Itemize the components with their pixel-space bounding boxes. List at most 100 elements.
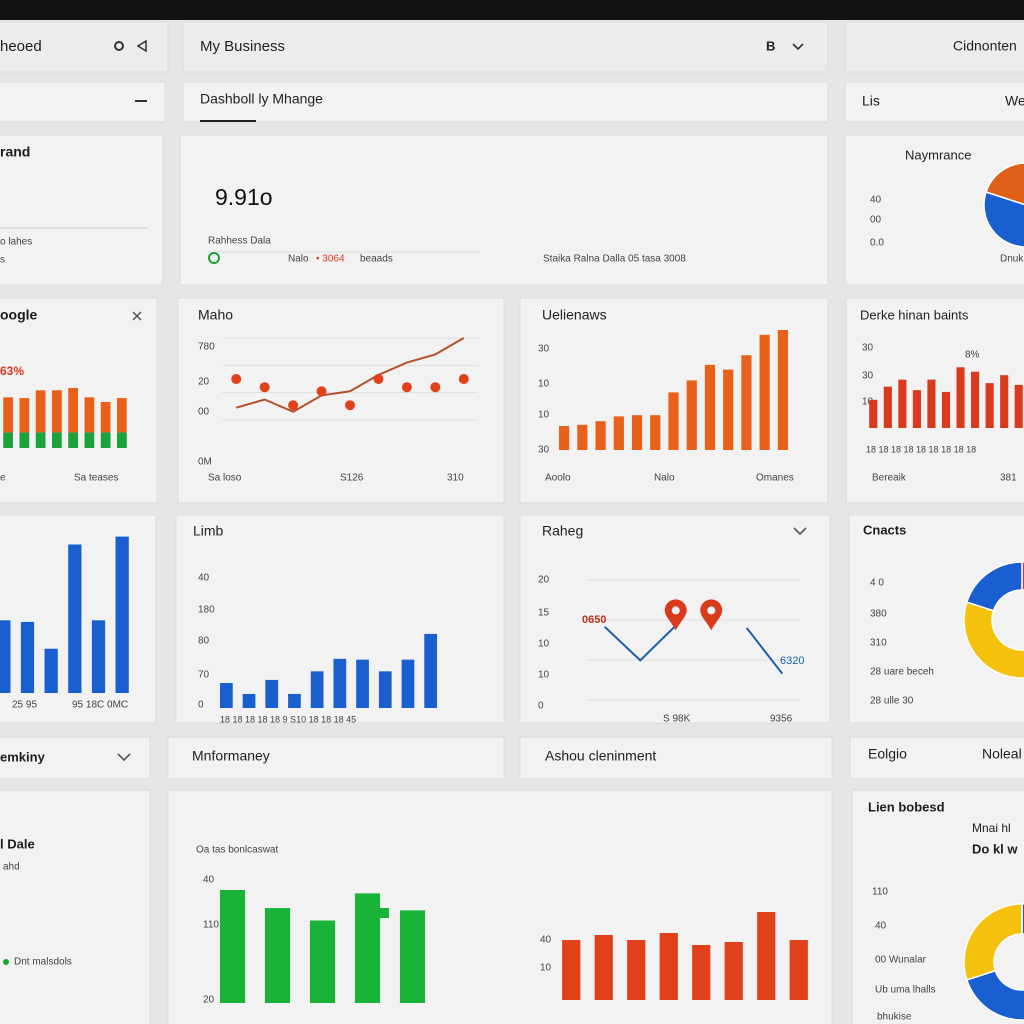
bar xyxy=(741,355,752,450)
bar xyxy=(1000,375,1009,428)
pie-chart xyxy=(983,162,1024,248)
y-label: 0 xyxy=(538,701,544,712)
card xyxy=(849,736,1024,780)
section-action[interactable]: Noleal xyxy=(982,746,1022,762)
bar xyxy=(777,330,788,450)
bar xyxy=(627,940,646,1000)
y-label: 780 xyxy=(198,342,215,353)
search-icon[interactable] xyxy=(114,41,124,51)
end-label: 6320 xyxy=(780,655,804,667)
x-label: Nalo xyxy=(654,473,675,484)
bar xyxy=(559,426,570,450)
dot xyxy=(458,374,469,384)
section-title: Mnformaney xyxy=(192,748,270,764)
menu-button[interactable]: B xyxy=(766,38,775,53)
summary-footer: Staika Ralna Dalla 05 tasa 3008 xyxy=(543,254,686,265)
y-label: 0M xyxy=(198,457,212,468)
y-label: 20 xyxy=(538,575,550,586)
bar xyxy=(723,369,734,450)
bar xyxy=(115,536,129,693)
summary-value: 9.91o xyxy=(215,184,273,210)
slice xyxy=(965,561,1023,612)
chevron[interactable] xyxy=(117,753,131,762)
x-label: Aoolo xyxy=(545,473,571,484)
card-text: 110 xyxy=(872,887,888,898)
bar xyxy=(577,424,588,450)
bar xyxy=(219,890,246,1003)
y-label: 10 xyxy=(862,397,874,408)
summary-highlight: • 3064 xyxy=(316,254,345,265)
tab-right-title: Lis xyxy=(862,93,880,109)
bar xyxy=(595,421,606,450)
card-text: 28 uare beceh xyxy=(870,667,934,678)
card-title: l Dale xyxy=(0,836,35,851)
card-title: Uelienaws xyxy=(542,307,607,323)
card xyxy=(844,81,1024,123)
dot xyxy=(316,386,327,397)
header-title: heoed xyxy=(0,38,42,55)
bar xyxy=(68,544,82,693)
y-label: 30 xyxy=(862,343,874,354)
card-text: 380 xyxy=(870,609,887,620)
summary-note: Nalo xyxy=(288,254,309,265)
collapse-icon[interactable] xyxy=(136,39,147,53)
bar-segment xyxy=(117,432,127,448)
bar xyxy=(613,416,624,450)
card-label: 40 xyxy=(870,195,882,206)
bar xyxy=(971,371,980,428)
y-label: 70 xyxy=(198,670,210,681)
card-heading: Mnai hl xyxy=(972,821,1011,835)
card-title: Limb xyxy=(193,523,224,539)
y-label: 0 xyxy=(198,700,204,711)
card-title: Naymrance xyxy=(905,147,971,162)
y-label: 30 xyxy=(538,344,550,355)
card-title: Oa tas bonlcaswat xyxy=(196,845,278,856)
y-label: 110 xyxy=(203,920,219,931)
slice xyxy=(965,903,1024,1021)
bar xyxy=(264,908,291,1003)
dot xyxy=(259,382,270,393)
bar xyxy=(288,693,301,708)
bar xyxy=(912,390,921,428)
y-label: 180 xyxy=(198,605,215,616)
business-title: My Business xyxy=(200,38,285,55)
y-label: 10 xyxy=(540,963,552,974)
chevron[interactable] xyxy=(792,43,804,51)
chevron[interactable] xyxy=(793,527,807,536)
y-label: 80 xyxy=(198,636,210,647)
bar xyxy=(44,648,58,693)
y-label: 00 xyxy=(198,407,210,418)
x-label: S126 xyxy=(340,473,364,484)
bar-segment xyxy=(52,432,62,448)
card xyxy=(177,297,505,504)
section-title: emkiny xyxy=(0,749,46,764)
x-label: 9356 xyxy=(770,714,793,725)
card-label: 0.0 xyxy=(870,238,884,249)
bar-segment xyxy=(3,397,13,433)
y-label: 40 xyxy=(198,573,210,584)
tab-right-action[interactable]: We xyxy=(1005,93,1024,109)
card-title: Derke hinan baints xyxy=(860,307,969,322)
bar xyxy=(378,671,392,708)
bar-chart xyxy=(562,912,808,1000)
card-text: 310 xyxy=(870,638,887,649)
bar xyxy=(692,945,711,1000)
card-title: oogle xyxy=(0,307,38,323)
card-text: 40 xyxy=(875,921,887,932)
y-label: 10 xyxy=(538,639,550,650)
bar xyxy=(941,391,951,428)
card-text: 4 0 xyxy=(870,578,884,589)
summary-label: Rahhess Dala xyxy=(208,236,271,247)
card-text: Ub uma lhalls xyxy=(875,985,936,996)
line-chart xyxy=(222,337,478,421)
close-icon[interactable] xyxy=(132,311,142,321)
dot xyxy=(430,382,441,393)
bar xyxy=(219,683,233,708)
card-title: Lien bobesd xyxy=(868,799,945,814)
y-label: 10 xyxy=(538,670,550,681)
bar-segment xyxy=(3,432,13,448)
x-labels: 18 18 18 18 18 18 18 18 18 xyxy=(866,444,976,454)
tab-active[interactable]: Dashboll ly Mhange xyxy=(200,91,323,107)
bar-chart xyxy=(869,367,1023,428)
